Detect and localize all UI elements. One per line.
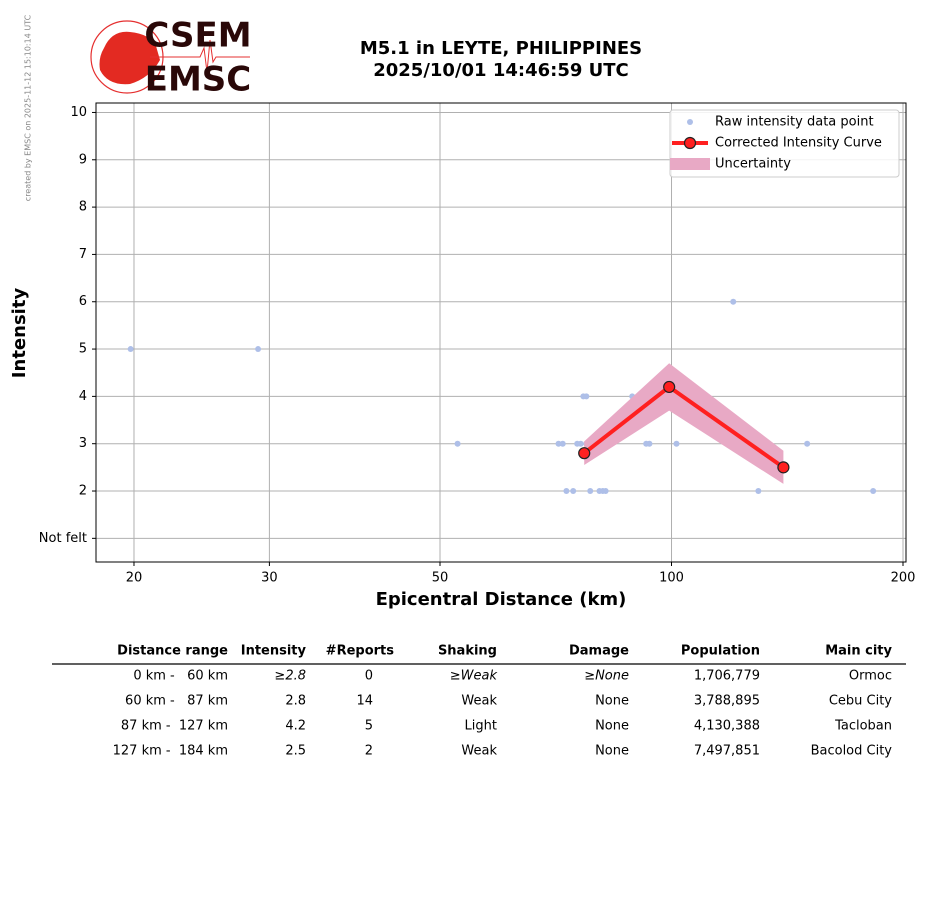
chart-subtitle: 2025/10/01 14:46:59 UTC [373,60,629,81]
data-point [577,440,584,447]
chart-title: M5.1 in LEYTE, PHILIPPINES [360,38,642,59]
table-cell: 2 [365,744,373,759]
table-cell: Cebu City [829,694,892,709]
data-point [646,440,653,447]
table-cell: ≥2.8 [274,669,306,684]
table-cell: 87 km - 127 km [121,719,228,734]
data-point [255,346,262,353]
data-point [804,440,811,447]
table-cell: Tacloban [834,719,892,734]
legend-label: Raw intensity data point [715,115,874,130]
table-cell: 3,788,895 [694,694,760,709]
table-cell: 7,497,851 [694,744,760,759]
logo-bottom: EMSC [145,60,252,100]
table-header: Shaking [438,644,497,659]
table-header: #Reports [326,644,395,659]
table-cell: Ormoc [849,669,892,684]
legend-swatch [683,136,697,150]
table-cell: 5 [365,719,373,734]
table-header: Main city [825,644,892,659]
table-cell: Bacolod City [811,744,893,759]
data-point [602,488,609,495]
y-tick-label: 10 [70,105,87,120]
table-cell: 0 km - 60 km [133,669,228,684]
x-tick-label: 100 [659,571,684,586]
data-point [454,440,461,447]
data-point [570,488,577,495]
y-tick-label: 8 [79,200,87,215]
legend-box [669,109,900,178]
table-cell: Weak [461,694,497,709]
plot: 20 30 50 100 200 Not felt 2 3 4 5 6 7 8 9 10 Raw intens… [39,102,916,586]
data-point [127,346,134,353]
data-point [555,440,562,447]
table-cell: 0 [365,669,373,684]
x-axis-label: Epicentral Distance (km) [376,589,627,610]
y-tick-label: 2 [79,484,87,499]
table-cell: None [595,694,629,709]
data-point [755,488,762,495]
data-point [583,393,590,400]
curve-marker [578,447,591,460]
y-tick-label: 7 [79,247,87,262]
data-point [563,488,570,495]
table-cell: 2.5 [285,744,306,759]
data-point [587,488,594,495]
y-tick-label: 5 [79,342,87,357]
logo: CSEM EMSC [90,16,252,100]
data-point [730,298,737,305]
data-point [870,488,877,495]
table-header: Intensity [241,644,307,659]
table-cell: 4,130,388 [694,719,760,734]
curve-marker [777,461,790,474]
data-point [559,440,566,447]
table-cell: 14 [356,694,373,709]
table-cell: 4.2 [285,719,306,734]
table-cell: ≥None [584,669,629,684]
curve-marker [663,380,676,394]
logo-top: CSEM [144,16,251,56]
table-cell: None [595,719,629,734]
table-header: Distance range [117,644,228,659]
y-tick-label: 9 [79,152,87,167]
x-tick-label: 200 [891,571,916,586]
legend-swatch [687,119,693,125]
table-cell: Light [465,719,497,734]
table-cell: Weak [461,744,497,759]
table-header: Damage [569,644,629,659]
y-tick-label: Not felt [39,531,87,546]
table-header: Population [681,644,760,659]
data-point [673,440,680,447]
x-tick-label: 30 [261,571,278,586]
table-cell: 60 km - 87 km [125,694,228,709]
table-cell: None [595,744,629,759]
table: Distance range Intensity #Reports Shaking Da… [52,644,906,759]
created-by: created by EMSC on 2025-11-12 15:10:14 U… [24,14,33,201]
legend-swatch [670,158,710,170]
logo-map [99,31,160,85]
logo-wave [150,39,250,73]
table-cell: 127 km - 184 km [113,744,228,759]
y-tick-label: 6 [79,294,87,309]
table-cell: ≥Weak [450,669,498,684]
legend-label: Uncertainty [715,157,791,172]
y-tick-label: 4 [79,389,87,404]
table-cell: 1,706,779 [694,669,760,684]
y-tick-label: 3 [79,436,87,451]
x-tick-label: 50 [432,571,449,586]
x-tick-label: 20 [126,571,143,586]
plot-frame [95,102,907,563]
legend-label: Corrected Intensity Curve [715,136,882,151]
y-axis-label: Intensity [9,288,30,379]
table-cell: 2.8 [285,694,306,709]
